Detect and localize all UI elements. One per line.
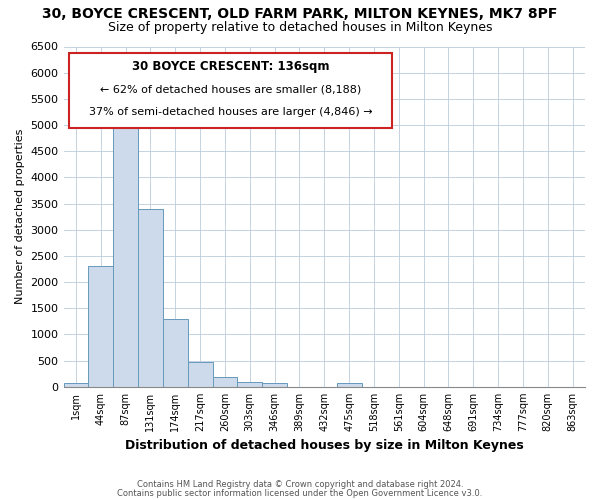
Text: Size of property relative to detached houses in Milton Keynes: Size of property relative to detached ho… — [108, 21, 492, 34]
Bar — [188, 362, 212, 387]
FancyBboxPatch shape — [69, 54, 392, 128]
Text: 30, BOYCE CRESCENT, OLD FARM PARK, MILTON KEYNES, MK7 8PF: 30, BOYCE CRESCENT, OLD FARM PARK, MILTO… — [43, 8, 557, 22]
Bar — [163, 318, 188, 387]
Y-axis label: Number of detached properties: Number of detached properties — [15, 129, 25, 304]
Bar — [337, 383, 362, 387]
Bar — [113, 102, 138, 387]
Bar — [262, 383, 287, 387]
Bar — [138, 209, 163, 387]
Text: ← 62% of detached houses are smaller (8,188): ← 62% of detached houses are smaller (8,… — [100, 84, 361, 94]
Bar — [64, 383, 88, 387]
Text: Contains HM Land Registry data © Crown copyright and database right 2024.: Contains HM Land Registry data © Crown c… — [137, 480, 463, 489]
Bar — [88, 266, 113, 387]
Text: Contains public sector information licensed under the Open Government Licence v3: Contains public sector information licen… — [118, 488, 482, 498]
Text: 37% of semi-detached houses are larger (4,846) →: 37% of semi-detached houses are larger (… — [89, 106, 372, 117]
X-axis label: Distribution of detached houses by size in Milton Keynes: Distribution of detached houses by size … — [125, 440, 524, 452]
Text: 30 BOYCE CRESCENT: 136sqm: 30 BOYCE CRESCENT: 136sqm — [131, 60, 329, 74]
Bar — [212, 377, 238, 387]
Bar — [238, 382, 262, 387]
